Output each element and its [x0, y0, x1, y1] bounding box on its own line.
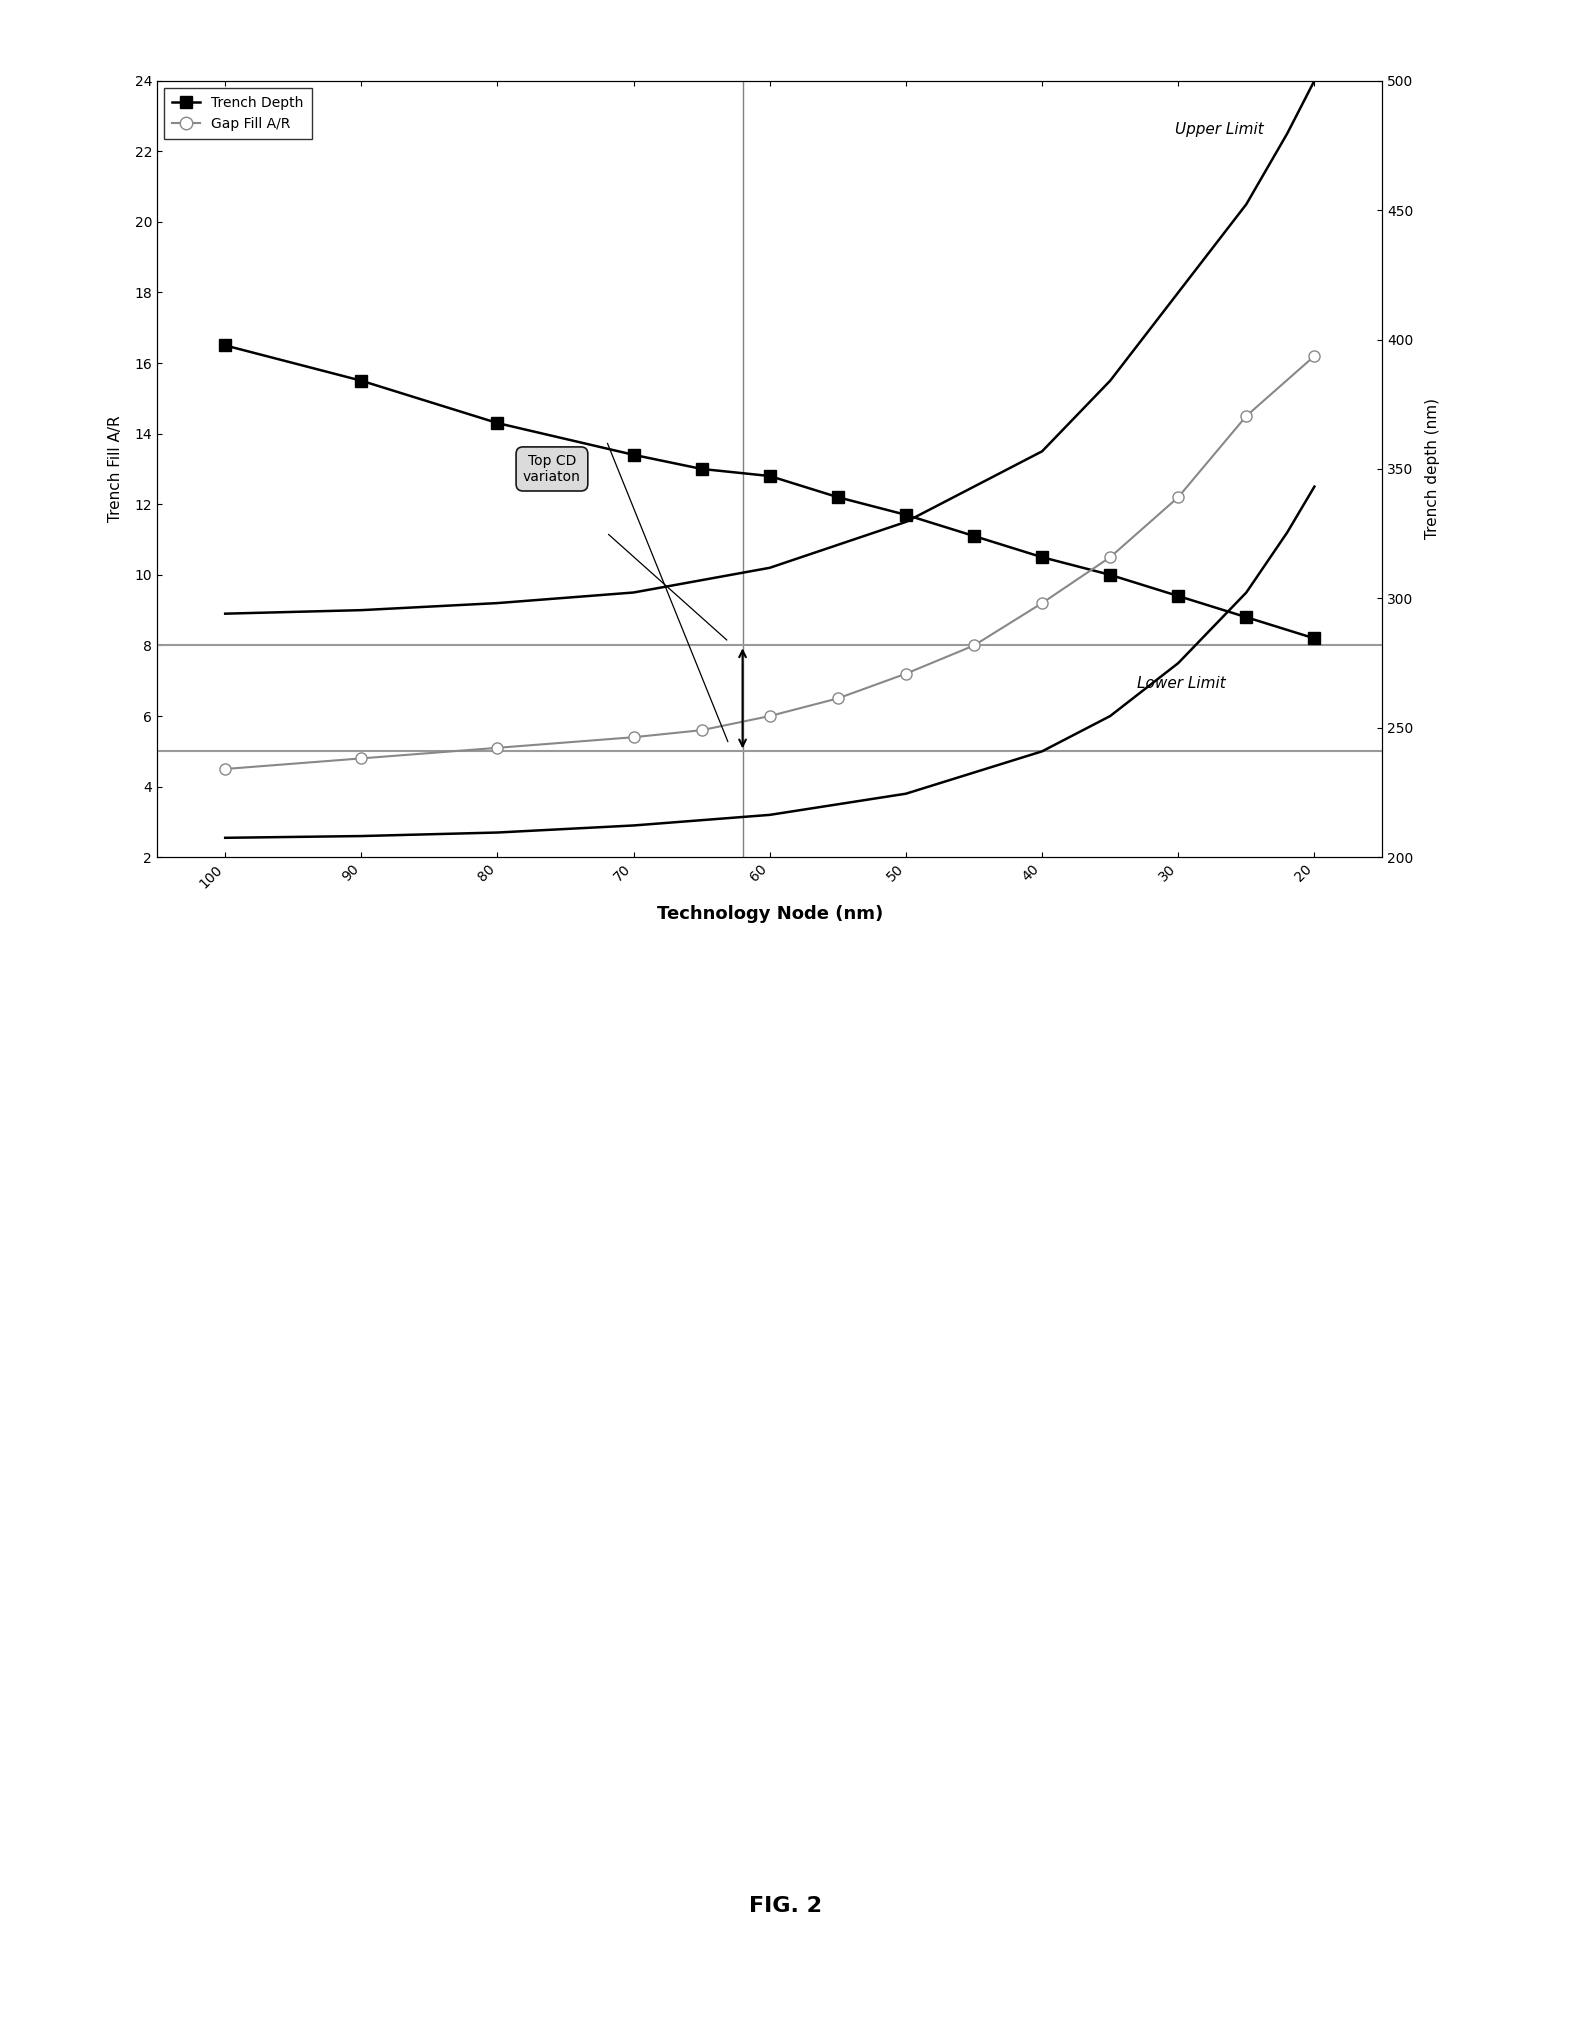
Y-axis label: Trench Fill A/R: Trench Fill A/R: [108, 416, 124, 522]
Trench Depth: [352, 369, 371, 393]
Trench Depth: [489, 411, 507, 436]
Gap Fill A/R: [489, 736, 507, 760]
Gap Fill A/R: [1101, 545, 1120, 569]
Line: Trench Depth: Trench Depth: [220, 339, 1320, 643]
Gap Fill A/R: [1032, 591, 1051, 615]
Trench Depth: [897, 502, 916, 526]
Gap Fill A/R: [1169, 486, 1188, 510]
Trench Depth: [1169, 585, 1188, 609]
Gap Fill A/R: [1306, 343, 1324, 367]
Trench Depth: [215, 333, 234, 357]
Trench Depth: [965, 524, 983, 549]
Gap Fill A/R: [693, 718, 712, 742]
Text: Lower Limit: Lower Limit: [1137, 676, 1225, 690]
Gap Fill A/R: [760, 704, 779, 728]
Trench Depth: [828, 486, 847, 510]
Trench Depth: [1032, 545, 1051, 569]
Trench Depth: [1236, 605, 1255, 629]
Gap Fill A/R: [215, 756, 234, 781]
Trench Depth: [624, 442, 643, 466]
Gap Fill A/R: [1236, 403, 1255, 428]
Gap Fill A/R: [828, 686, 847, 710]
Line: Gap Fill A/R: Gap Fill A/R: [220, 351, 1320, 775]
Gap Fill A/R: [352, 746, 371, 770]
Gap Fill A/R: [897, 662, 916, 686]
Trench Depth: [693, 458, 712, 482]
X-axis label: Technology Node (nm): Technology Node (nm): [657, 904, 883, 922]
Legend: Trench Depth, Gap Fill A/R: Trench Depth, Gap Fill A/R: [163, 87, 313, 139]
Text: FIG. 2: FIG. 2: [749, 1896, 822, 1916]
Y-axis label: Trench depth (nm): Trench depth (nm): [1425, 399, 1439, 539]
Gap Fill A/R: [965, 633, 983, 658]
Text: Top CD
variaton: Top CD variaton: [523, 454, 581, 484]
Trench Depth: [1306, 625, 1324, 649]
Trench Depth: [1101, 563, 1120, 587]
Gap Fill A/R: [624, 724, 643, 748]
Text: Upper Limit: Upper Limit: [1175, 121, 1263, 137]
Trench Depth: [760, 464, 779, 488]
